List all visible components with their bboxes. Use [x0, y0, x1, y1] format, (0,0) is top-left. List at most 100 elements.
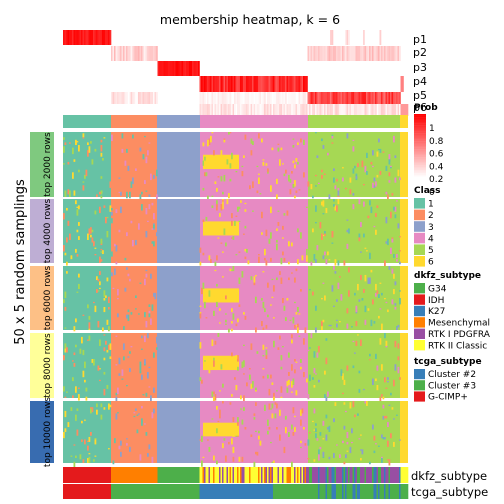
prob-cell — [385, 46, 388, 61]
heatmap-cell — [244, 256, 247, 260]
heatmap-cell — [322, 438, 325, 440]
dkfz-subtype-cell — [292, 467, 295, 483]
heatmap-cell — [208, 290, 211, 297]
heatmap-cell — [241, 171, 244, 177]
heatmap-cell — [279, 271, 281, 275]
heatmap-cell — [291, 339, 293, 344]
prob-cell — [193, 61, 196, 76]
heatmap-cell — [364, 274, 367, 282]
prob-cell — [270, 76, 272, 92]
dkfz-subtype-cell — [135, 467, 137, 483]
dkfz-subtype-cell — [295, 467, 298, 483]
heatmap-cell — [87, 142, 89, 145]
dkfz-subtype-cell — [250, 467, 253, 483]
tcga-subtype-cell — [258, 484, 260, 499]
heatmap-cell — [199, 261, 202, 266]
tcga-subtype-cell — [100, 484, 103, 499]
heatmap-cell — [202, 456, 205, 459]
dkfz-subtype-cell — [345, 467, 347, 483]
dkfz-subtype-cell — [73, 467, 76, 483]
heatmap-cell — [213, 357, 215, 361]
prob-cell — [165, 61, 167, 76]
prob-gradient-step — [414, 146, 426, 148]
heatmap-cell — [78, 145, 80, 152]
dkfz-subtype-cell — [378, 467, 380, 483]
heatmap-cell — [88, 146, 91, 153]
heatmap-cell — [396, 326, 398, 328]
prob-cell — [247, 104, 250, 116]
dkfz-subtype-cell — [99, 467, 101, 483]
heatmap-cell — [342, 440, 344, 444]
heatmap-cell — [66, 207, 68, 211]
heatmap-cell — [124, 160, 127, 166]
heatmap-block — [157, 401, 200, 463]
heatmap-cell — [262, 355, 265, 357]
heatmap-cell — [223, 438, 226, 441]
tcga-subtype-cell — [313, 484, 316, 499]
heatmap-cell — [301, 255, 304, 261]
prob-cell — [361, 104, 364, 116]
prob-cell — [262, 76, 265, 92]
dkfz-subtype-cell — [63, 467, 65, 483]
dkfz-subtype-cell — [67, 467, 70, 483]
heatmap-cell — [66, 391, 68, 393]
prob-cell — [220, 92, 223, 104]
heatmap-block — [111, 132, 157, 197]
heatmap-cell — [262, 375, 265, 379]
prob-cell — [309, 92, 311, 104]
prob-cell — [265, 104, 268, 116]
prob-cell — [208, 104, 211, 116]
dkfz_subtype-legend-swatch — [414, 317, 425, 328]
heatmap-cell — [147, 372, 149, 379]
dkfz-subtype-cell — [91, 467, 94, 483]
heatmap-cell — [97, 290, 100, 292]
heatmap-cell — [111, 207, 113, 211]
heatmap-cell — [217, 237, 220, 239]
heatmap-cell — [246, 382, 248, 387]
prob-gradient-step — [414, 149, 426, 151]
heatmap-cell — [223, 174, 226, 182]
heatmap-cell — [75, 318, 77, 323]
heatmap-cell — [93, 459, 95, 462]
heatmap-cell — [88, 436, 91, 442]
prob-gradient-step — [414, 131, 426, 134]
heatmap-cell — [202, 142, 205, 147]
prob-legend-tick: 0.8 — [429, 137, 444, 147]
heatmap-cell — [148, 366, 151, 369]
heatmap-cell — [285, 317, 287, 322]
prob-cell — [345, 30, 347, 45]
dkfz-subtype-cell — [198, 467, 200, 483]
heatmap-cell — [72, 395, 74, 398]
heatmap-cell — [121, 378, 124, 380]
heatmap-cell — [82, 133, 85, 138]
prob-cell — [180, 61, 182, 76]
heatmap-cell — [346, 450, 349, 452]
heatmap-cell — [280, 147, 283, 151]
heatmap-cell — [303, 372, 305, 378]
heatmap-cell — [78, 283, 80, 290]
tcga-subtype-cell — [67, 484, 70, 499]
class-legend-label: 6 — [428, 258, 434, 268]
prob-cell — [358, 92, 361, 104]
prob-cell — [352, 46, 355, 61]
tcga-subtype-cell — [102, 484, 104, 499]
heatmap-cell — [250, 150, 253, 156]
heatmap-cell — [64, 194, 67, 197]
heatmap-cell — [64, 396, 67, 398]
heatmap-cell — [238, 220, 241, 223]
prob-cell — [369, 92, 371, 104]
dkfz-subtype-cell — [274, 467, 277, 483]
prob-cell — [285, 92, 287, 104]
dkfz-subtype-cell — [237, 467, 239, 483]
tcga-subtype-cell — [97, 484, 100, 499]
prob-cell — [229, 92, 232, 104]
dkfz-subtype-cell — [391, 467, 394, 483]
prob-cell — [102, 30, 104, 45]
prob-cell — [303, 76, 305, 92]
dkfz-subtype-cell — [147, 467, 149, 483]
heatmap-cell — [84, 174, 86, 179]
heatmap-cell — [108, 296, 110, 304]
heatmap-cell — [228, 223, 230, 230]
heatmap-block — [203, 355, 239, 371]
heatmap-cell — [343, 260, 346, 266]
